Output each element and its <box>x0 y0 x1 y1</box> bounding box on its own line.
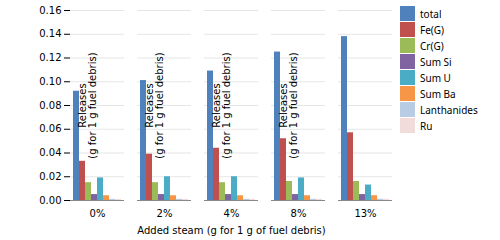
svg-text:0.00: 0.00 <box>39 195 61 206</box>
svg-text:Releases(g for 1 g fuel debris: Releases(g for 1 g fuel debris) <box>144 52 165 158</box>
svg-text:0.12: 0.12 <box>39 52 61 63</box>
html-text:Sum Si: Sum Si <box>420 54 452 69</box>
html-text:Sum Ba: Sum Ba <box>420 86 456 101</box>
svg-text:0.04: 0.04 <box>39 147 61 158</box>
svg-text:0.14: 0.14 <box>39 28 61 39</box>
html-text:Fe(G): Fe(G) <box>420 22 445 37</box>
svg-text:Added steam (g for 1 g of fuel: Added steam (g for 1 g of fuel debris) <box>137 225 326 236</box>
html-text:Ru: Ru <box>420 118 433 133</box>
svg-text:Releases(g for 1 g fuel debris: Releases(g for 1 g fuel debris) <box>77 52 98 158</box>
svg-text:0.08: 0.08 <box>39 100 61 111</box>
svg-text:0.16: 0.16 <box>39 5 61 16</box>
html-text:Lanthanides: Lanthanides <box>420 102 478 117</box>
svg-text:0.02: 0.02 <box>39 171 61 182</box>
svg-text:0%: 0% <box>90 208 106 219</box>
html-text:total: total <box>420 6 442 21</box>
svg-text:Releases(g for 1 g fuel debris: Releases(g for 1 g fuel debris) <box>211 52 232 158</box>
html-text:Cr(G): Cr(G) <box>420 38 444 53</box>
svg-text:8%: 8% <box>291 208 307 219</box>
svg-text:13%: 13% <box>354 208 376 219</box>
svg-text:0.10: 0.10 <box>39 76 61 87</box>
svg-text:2%: 2% <box>157 208 173 219</box>
svg-text:4%: 4% <box>224 208 240 219</box>
svg-text:0.06: 0.06 <box>39 123 61 134</box>
svg-text:Releases(g for 1 g fuel debris: Releases(g for 1 g fuel debris) <box>278 52 299 158</box>
html-text:Sum U: Sum U <box>420 70 451 85</box>
